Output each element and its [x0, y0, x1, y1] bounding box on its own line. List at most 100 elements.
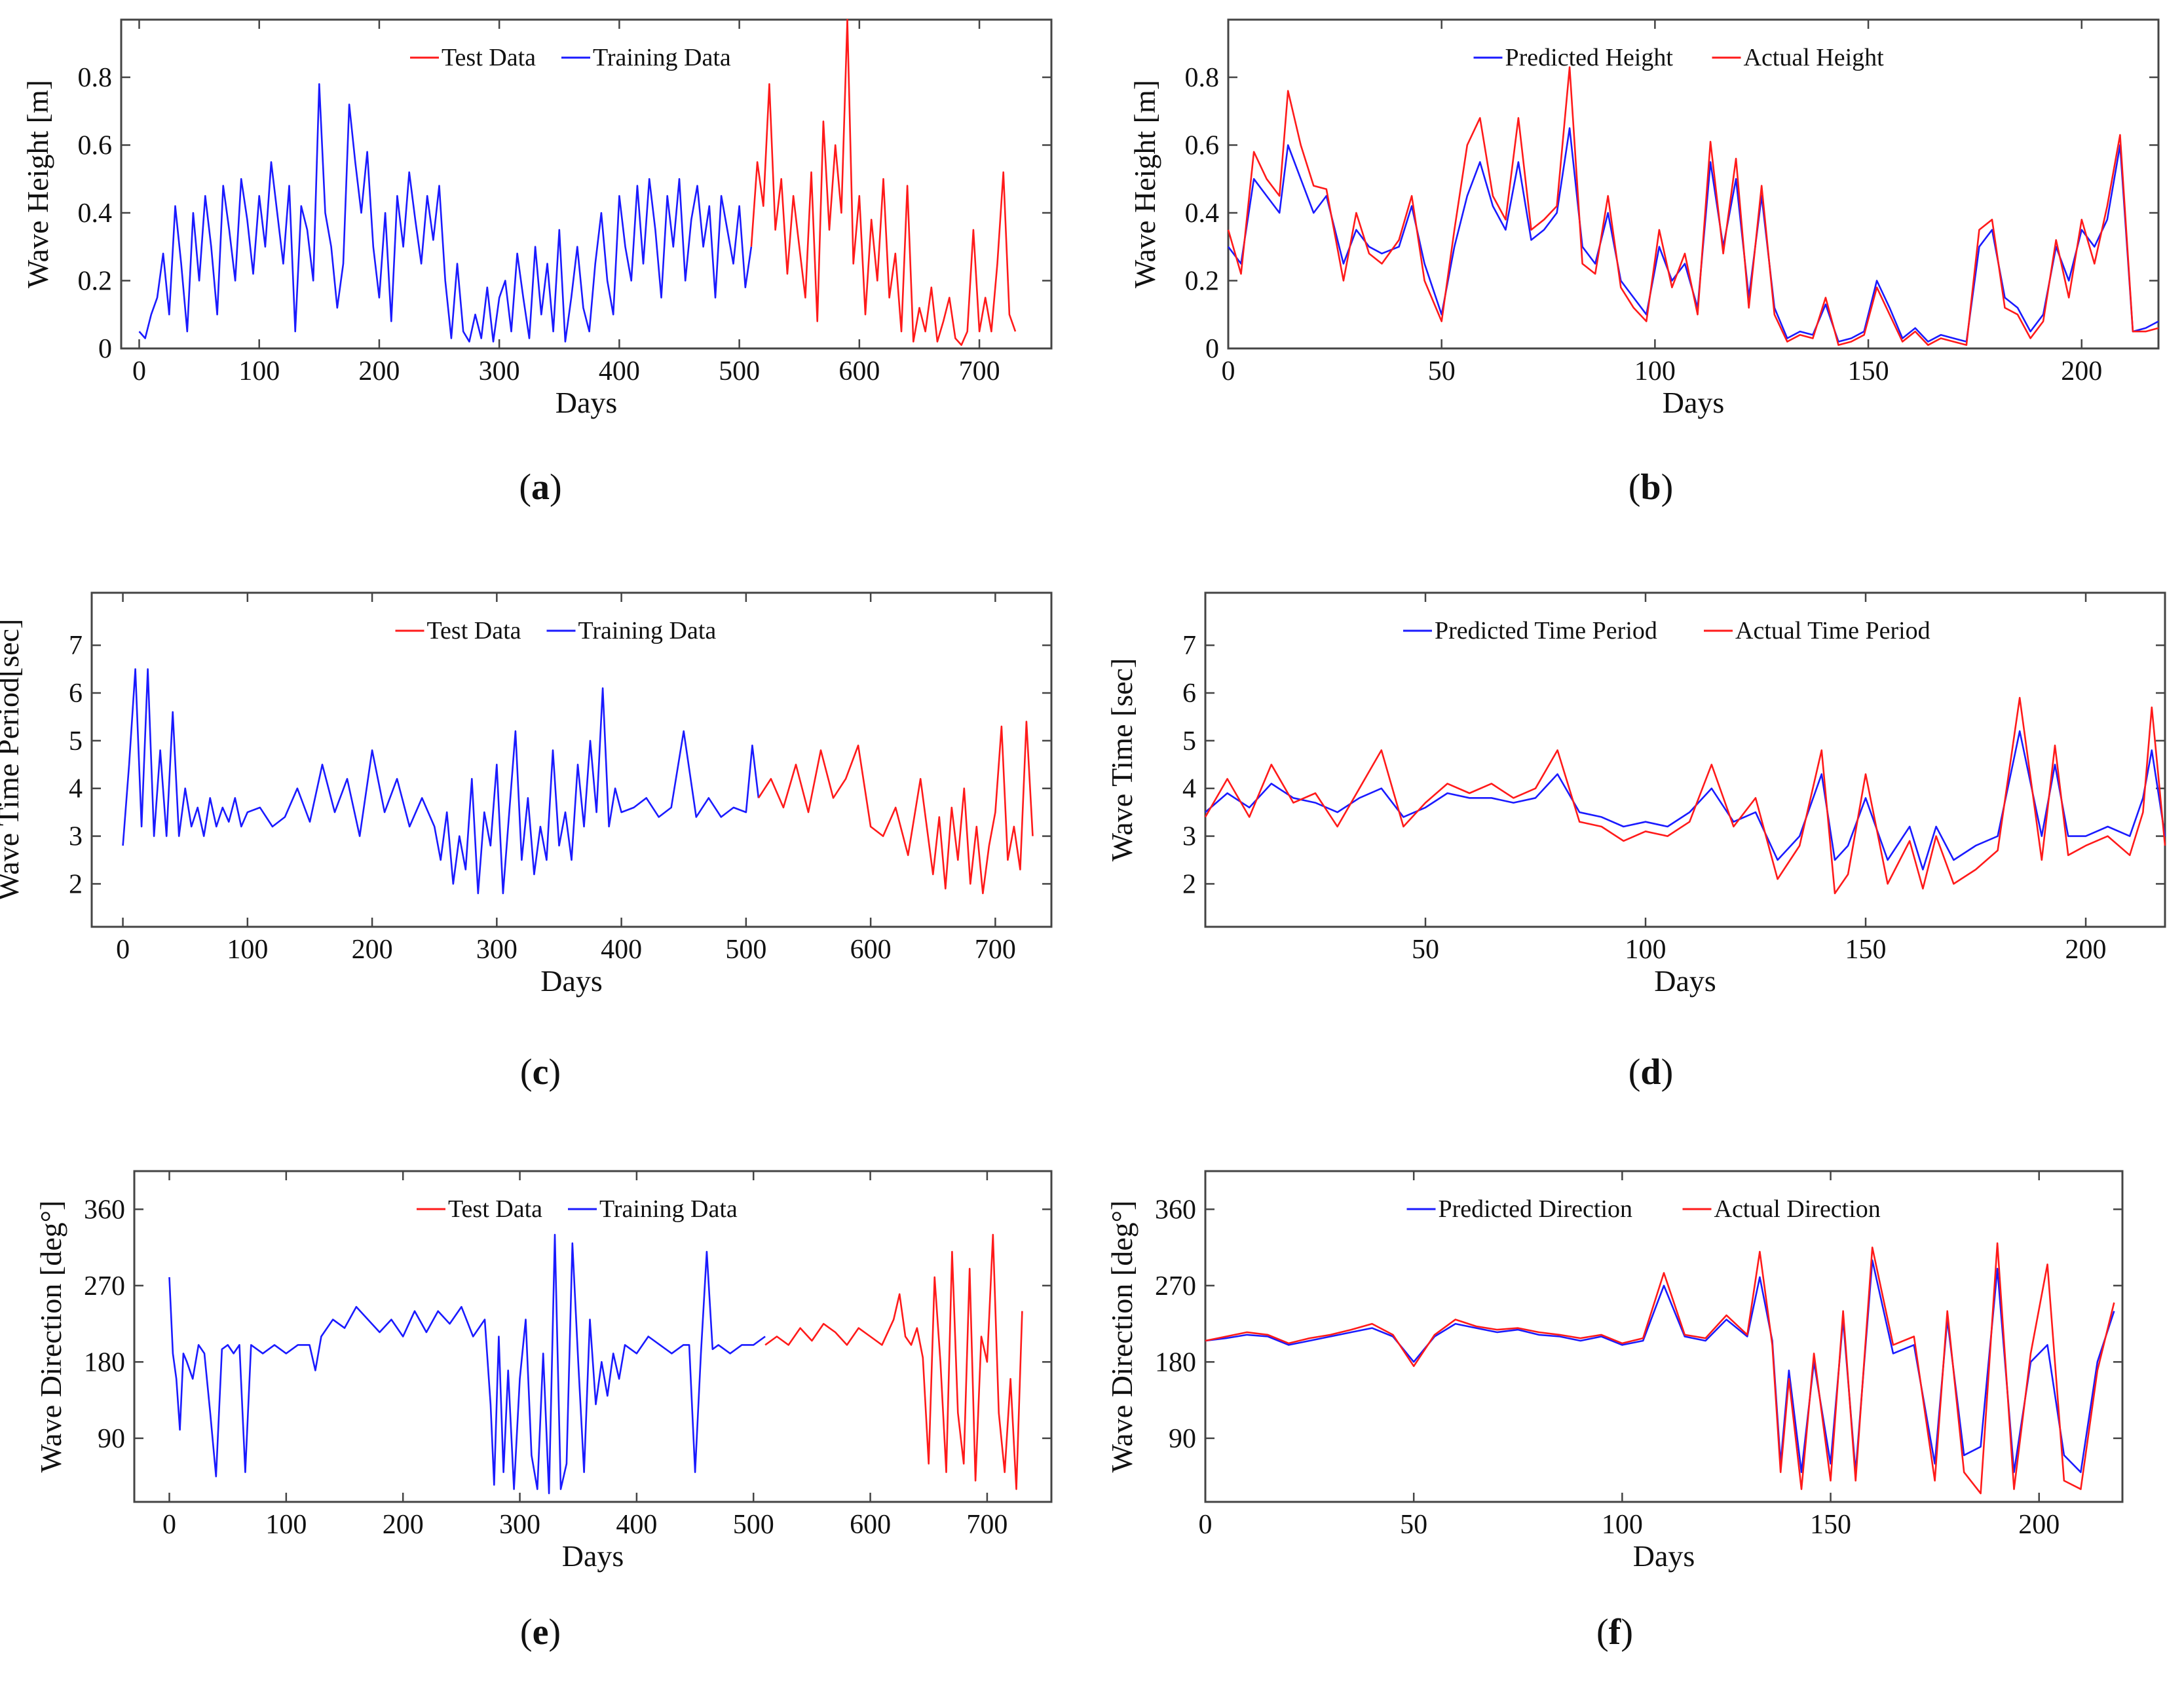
x-tick-label: 600	[850, 1510, 891, 1540]
y-tick-label: 0.8	[1185, 63, 1220, 93]
y-tick-label: 270	[1155, 1271, 1196, 1301]
plot-frame	[1204, 591, 2166, 928]
x-tick-label: 300	[499, 1510, 540, 1540]
y-tick-label: 270	[84, 1271, 125, 1301]
legend-label: Actual Time Period	[1735, 617, 1930, 645]
x-tick-label: 50	[1428, 356, 1456, 386]
x-tick-label: 200	[352, 935, 393, 965]
legend-label: Predicted Time Period	[1435, 617, 1657, 645]
y-axis-label: Wave Time Period[sec]	[0, 619, 25, 901]
y-tick-label: 0.2	[1185, 266, 1220, 296]
x-tick-label: 500	[725, 935, 766, 965]
x-tick-label: 100	[1625, 935, 1666, 965]
y-tick-label: 360	[1155, 1195, 1196, 1225]
x-tick-label: 200	[2018, 1510, 2060, 1540]
legend-label: Training Data	[593, 44, 731, 71]
x-tick-label: 300	[476, 935, 518, 965]
y-axis-label: Wave Height [m]	[1128, 80, 1161, 288]
y-tick-label: 90	[1169, 1424, 1196, 1454]
plot-frame	[120, 18, 1053, 350]
legend-label: Test Data	[448, 1195, 542, 1223]
y-axis-label: Wave Height [m]	[21, 80, 54, 288]
y-tick-label: 6	[1182, 679, 1196, 709]
x-tick-label: 0	[132, 356, 146, 386]
caption-a: (a)	[519, 467, 562, 508]
legend: Predicted Height Actual Height	[1473, 44, 1884, 71]
caption-c: (c)	[519, 1052, 561, 1093]
x-tick-label: 200	[358, 356, 400, 386]
y-tick-label: 3	[1182, 822, 1196, 852]
x-tick-label: 100	[1602, 1510, 1643, 1540]
y-axis-label: Wave Direction [deg°]	[34, 1201, 67, 1473]
y-tick-label: 4	[1182, 774, 1196, 804]
legend: Test Data Training Data	[410, 44, 731, 71]
y-tick-label: 180	[84, 1347, 125, 1377]
x-tick-label: 100	[265, 1510, 307, 1540]
y-tick-label: 7	[69, 631, 83, 661]
plot-frame	[1227, 18, 2160, 350]
legend-label: Test Data	[442, 44, 536, 71]
series-line-actual-height	[1227, 66, 2159, 346]
x-tick-label: 50	[1412, 935, 1439, 965]
x-axis-label: Days	[1654, 964, 1716, 998]
legend: Predicted Direction Actual Direction	[1406, 1195, 1881, 1223]
legend: Test Data Training Data	[417, 1195, 738, 1223]
series-line-predicted-time-period	[1205, 730, 2166, 870]
x-tick-label: 600	[850, 935, 892, 965]
x-tick-label: 0	[1199, 1510, 1213, 1540]
legend-label: Predicted Height	[1505, 44, 1674, 71]
y-tick-label: 5	[69, 726, 83, 757]
legend: Predicted Time Period Actual Time Period	[1403, 617, 1930, 645]
x-tick-label: 100	[1634, 356, 1676, 386]
caption-f: (f)	[1596, 1612, 1633, 1653]
series-line-test-data	[757, 720, 1034, 895]
x-tick-label: 150	[1845, 935, 1887, 965]
x-tick-label: 400	[616, 1510, 657, 1540]
x-tick-label: 50	[1400, 1510, 1427, 1540]
y-tick-label: 360	[84, 1195, 125, 1225]
legend: Test Data Training Data	[395, 617, 716, 645]
x-tick-label: 700	[959, 356, 1000, 386]
series-line-training-data	[122, 668, 760, 895]
x-axis-label: Days	[1633, 1539, 1695, 1573]
series-line-predicted-direction	[1205, 1259, 2115, 1473]
legend-label: Training Data	[599, 1195, 738, 1223]
x-tick-label: 400	[599, 356, 640, 386]
x-tick-label: 400	[601, 935, 642, 965]
x-axis-label: Days	[540, 964, 603, 998]
y-tick-label: 6	[69, 679, 83, 709]
series-line-test-data	[764, 1233, 1023, 1490]
chart-panel-a: 0 100 200 300 400 500 600 700 0 0.2 0.4 0.6 0.8 Days W…	[21, 18, 1053, 419]
y-tick-label: 0.6	[78, 130, 113, 160]
x-tick-label: 200	[383, 1510, 424, 1540]
y-tick-label: 2	[1182, 869, 1196, 899]
y-axis-label: Wave Time [sec]	[1105, 658, 1139, 862]
y-tick-label: 0.2	[78, 266, 113, 296]
y-tick-label: 0.4	[1185, 198, 1220, 229]
series-line-actual-time-period	[1204, 697, 2166, 895]
y-tick-label: 0	[98, 334, 112, 364]
x-tick-label: 700	[966, 1510, 1007, 1540]
y-tick-label: 2	[69, 869, 83, 899]
y-tick-label: 0	[1205, 334, 1219, 364]
y-tick-label: 5	[1182, 726, 1196, 757]
caption-d: (d)	[1628, 1052, 1674, 1093]
x-tick-label: 700	[975, 935, 1016, 965]
chart-panel-b: 0 50 100 150 200 0 0.2 0.4 0.6 0.8 Days Wave Height…	[1128, 18, 2160, 419]
legend-label: Predicted Direction	[1439, 1195, 1633, 1223]
chart-panel-c: 0 100 200 300 400 500 600 700 2 3 4 5 6 7 Days Wave Tim…	[0, 591, 1053, 998]
y-tick-label: 0.6	[1185, 130, 1220, 160]
plot-frame	[90, 591, 1053, 928]
y-tick-label: 3	[69, 822, 83, 852]
x-tick-label: 100	[238, 356, 280, 386]
legend-label: Test Data	[427, 617, 521, 645]
x-tick-label: 500	[733, 1510, 774, 1540]
chart-panel-d: 50 100 150 200 2 3 4 5 6 7 Days Wave Time [sec] Pred…	[1105, 591, 2166, 998]
legend-label: Actual Direction	[1714, 1195, 1881, 1223]
x-tick-label: 150	[1848, 356, 1889, 386]
caption-b: (b)	[1628, 467, 1674, 508]
caption-e: (e)	[519, 1612, 561, 1653]
x-tick-label: 0	[116, 935, 130, 965]
x-tick-label: 600	[838, 356, 880, 386]
